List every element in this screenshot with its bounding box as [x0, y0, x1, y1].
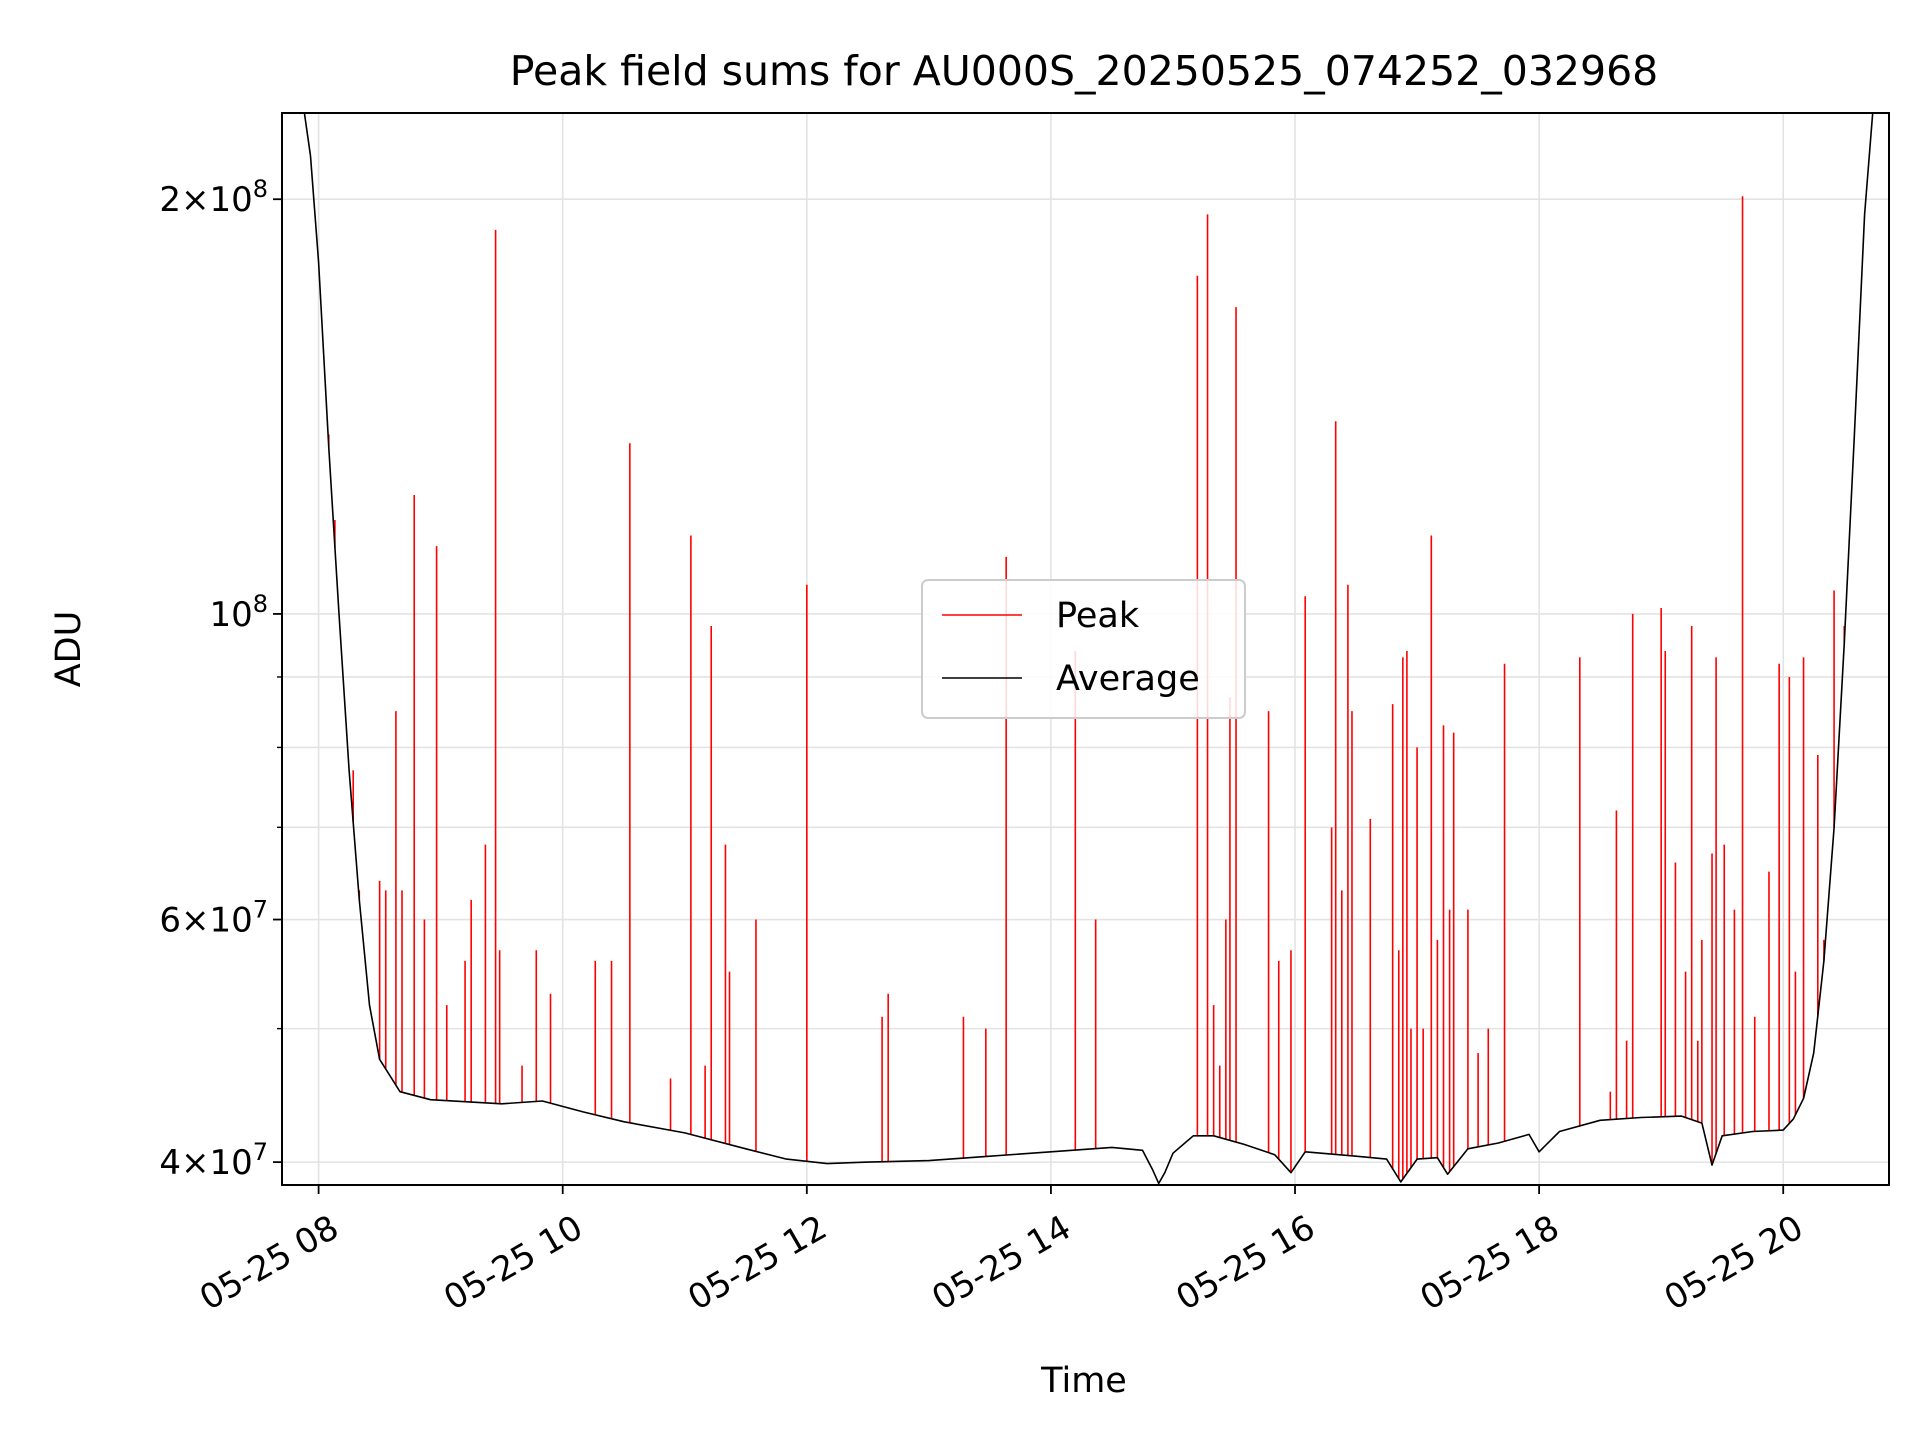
x-axis-label: Time: [1040, 1361, 1127, 1401]
y-tick-label: 6×107: [159, 896, 268, 941]
peak-series: [327, 196, 1846, 1180]
y-axis-ticks: 4×107 6×107 108 2×108: [159, 175, 282, 1183]
chart-title: Peak field sums for AU000S_20250525_0742…: [510, 47, 1659, 95]
y-axis-label: ADU: [49, 611, 89, 688]
y-tick-label: 2×108: [159, 175, 268, 220]
y-tick-label: 4×107: [159, 1138, 268, 1183]
y-tick-label: 108: [209, 590, 268, 635]
average-series-line: [282, 113, 1889, 1185]
legend-peak-label: Peak: [1056, 596, 1140, 636]
legend-average-label: Average: [1056, 659, 1200, 699]
legend: Peak Average: [921, 579, 1246, 719]
plot-frame: [281, 112, 1890, 1186]
